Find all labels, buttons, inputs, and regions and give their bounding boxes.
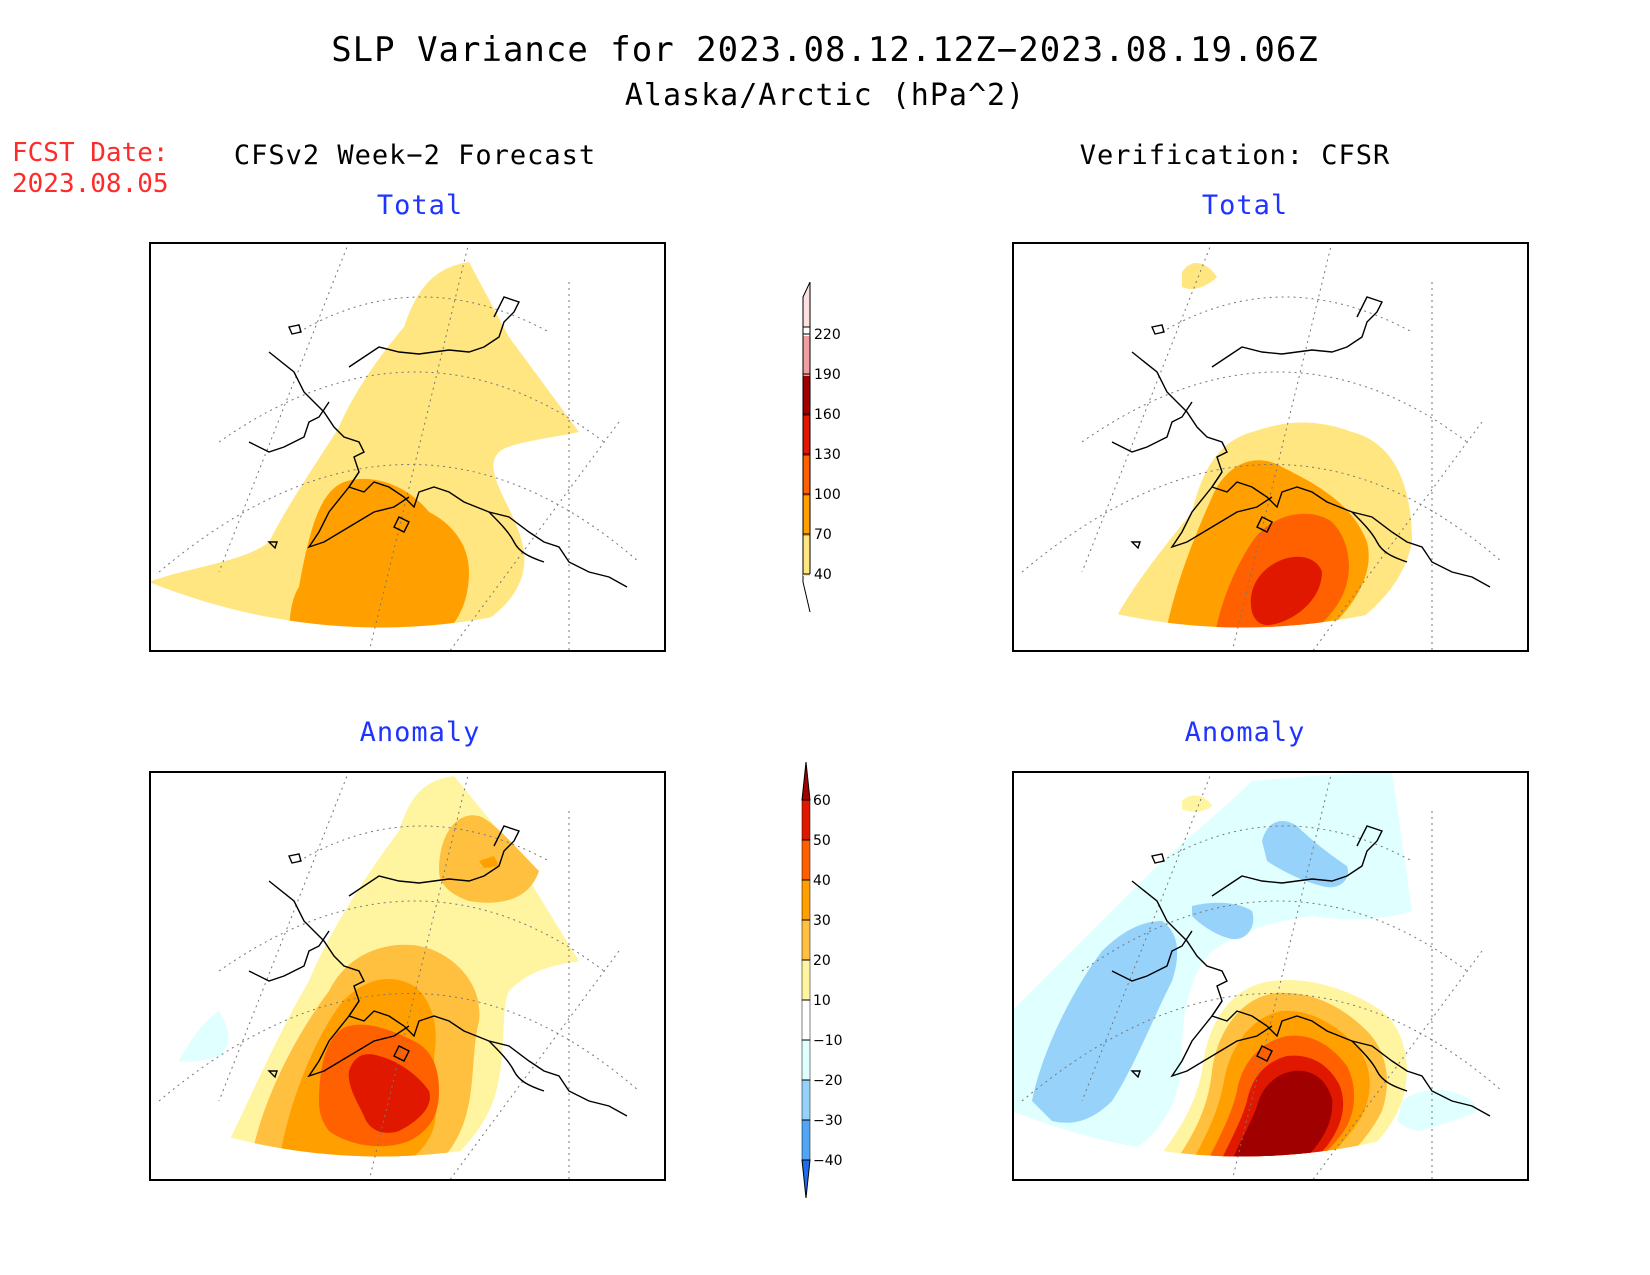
forecast-total-map [149, 242, 666, 652]
contour-50-60 [348, 1054, 430, 1133]
forecast-anomaly-title: Anomaly [359, 717, 481, 748]
colorbar-label: 190 [814, 367, 841, 383]
colorbar-segment-160 [803, 376, 810, 416]
colorbar-segment-40-30 [801, 879, 811, 921]
colorbar-segment-130 [803, 416, 810, 456]
colorbar-segment-40 [803, 536, 810, 576]
colorbar-segment-above-60 [801, 761, 811, 801]
total-colorbar: 40 70 100 130 160 190 220 [802, 282, 841, 612]
colorbar-label: 160 [814, 407, 841, 423]
contour-30-40-north [479, 856, 499, 868]
colorbar-segment-−20-−30 [801, 1079, 811, 1121]
colorbar-label: −10 [813, 1033, 843, 1049]
contour-70-100 [289, 478, 469, 628]
forecast-total-title: Total [376, 190, 464, 221]
colorbar-label: −30 [813, 1113, 843, 1129]
contour-minus10-minus20-east [1397, 1089, 1476, 1133]
alaska-coastline [248, 825, 628, 1117]
forecast-date: FCST Date: 2023.08.05 [12, 138, 169, 200]
colorbar-lower-cap [802, 574, 811, 612]
alaska-coastline [248, 296, 628, 588]
forecast-date-value: 2023.08.05 [12, 169, 169, 199]
lat-lon-grid [1021, 242, 1503, 652]
contour-10-20-north [1182, 795, 1212, 812]
verification-column-heading: Verification: CFSR [1079, 140, 1391, 171]
anomaly-colorbar: 60 50 40 30 20 10 −10 −20 −30 −40 [801, 761, 843, 1199]
colorbar-segment-50-40 [801, 839, 811, 881]
colorbar-label: 50 [813, 833, 831, 849]
colorbar-label: −40 [813, 1153, 843, 1169]
lat-lon-grid [158, 771, 640, 1181]
colorbar-label: −20 [813, 1073, 843, 1089]
colorbar-label: 100 [814, 487, 841, 503]
colorbar-segment-−30-−40 [801, 1119, 811, 1161]
verification-anomaly-map [1012, 771, 1529, 1181]
colorbar-segment-below-minus40 [801, 1159, 811, 1199]
contour-minus10-minus20 [179, 1011, 229, 1062]
alaska-coastline [1111, 296, 1491, 588]
colorbar-segment-30-20 [801, 919, 811, 961]
forecast-column-heading: CFSv2 Week−2 Forecast [233, 140, 597, 171]
colorbar-label: 130 [814, 447, 841, 463]
contour-minus20-minus30-mid [1192, 902, 1254, 940]
verification-anomaly-title: Anomaly [1184, 717, 1306, 748]
colorbar-segment-60-50 [801, 799, 811, 841]
main-subtitle: Alaska/Arctic (hPa^2) [624, 78, 1026, 113]
colorbar-segment-20-10 [801, 959, 811, 1001]
colorbar-upper-cap [802, 282, 811, 328]
colorbar-label: 20 [813, 953, 831, 969]
contour-minus20-minus30-west [1032, 921, 1178, 1123]
contour-minus20-minus30-north [1262, 821, 1348, 888]
colorbar-label: 220 [814, 327, 841, 343]
forecast-anomaly-map [149, 771, 666, 1181]
verification-total-map [1012, 242, 1529, 652]
colorbar-label: 30 [813, 913, 831, 929]
main-title: SLP Variance for 2023.08.12.12Z−2023.08.… [331, 30, 1319, 70]
colorbar-segment-−10-−20 [801, 1039, 811, 1081]
colorbar-label: 70 [814, 527, 832, 543]
colorbar-segment-100 [803, 456, 810, 496]
verification-total-title: Total [1201, 190, 1289, 221]
alaska-coastline [1111, 825, 1491, 1117]
colorbar-label: 60 [813, 793, 831, 809]
colorbar-label: 40 [814, 567, 832, 583]
lat-lon-grid [158, 242, 640, 652]
contour-130-160 [1250, 556, 1322, 625]
lat-lon-grid [1021, 771, 1503, 1181]
contour-40-70 [149, 262, 579, 628]
colorbar-label: 40 [813, 873, 831, 889]
forecast-date-label: FCST Date: [12, 138, 169, 168]
colorbar-segment-70 [803, 496, 810, 536]
contour-40-70-north [1182, 262, 1217, 289]
colorbar-label: 10 [813, 993, 831, 1009]
colorbar-segment-190 [803, 336, 810, 376]
colorbar-segment-10-−10 [801, 999, 811, 1041]
